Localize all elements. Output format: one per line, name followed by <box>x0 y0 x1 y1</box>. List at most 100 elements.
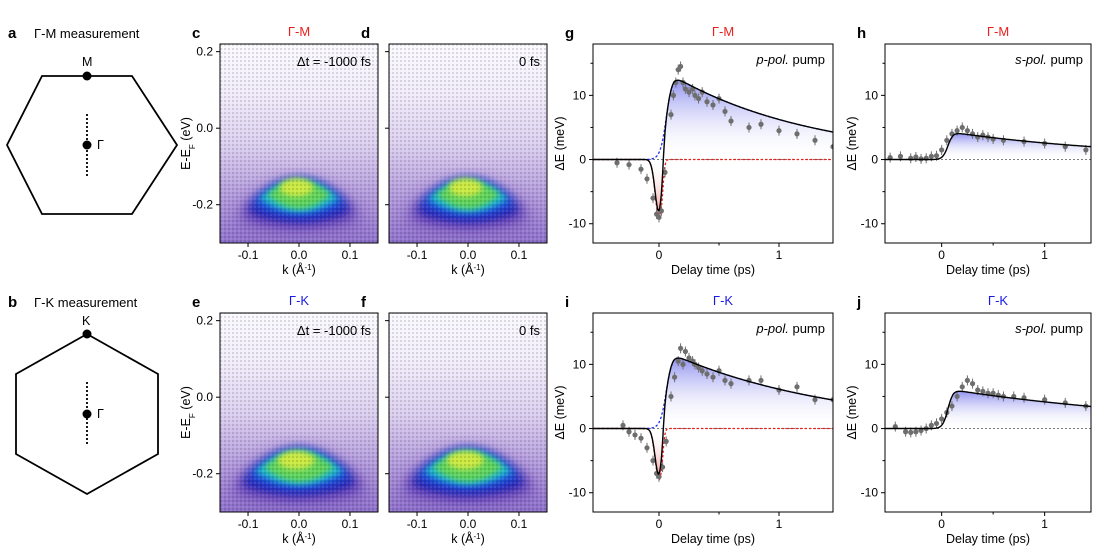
x-tick-label: 0.1 <box>511 248 528 262</box>
data-point <box>933 153 940 159</box>
data-point <box>682 86 689 92</box>
x-label-main: k (Å <box>282 531 305 546</box>
x-label-tail: ) <box>312 532 316 546</box>
data-point <box>990 390 996 396</box>
heatmap-texture <box>389 44 547 243</box>
panel-title: Γ-M <box>987 24 1009 39</box>
data-point <box>650 458 656 464</box>
y-tick-label: -0.2 <box>192 198 213 212</box>
heatmap-texture <box>220 313 378 512</box>
x-label-main: k (Å <box>451 262 474 277</box>
y-tick-label: -10 <box>861 486 879 500</box>
pump-polarization: p-pol. <box>755 52 789 67</box>
pump-label: p-pol. pump <box>755 52 825 67</box>
data-point <box>668 112 674 118</box>
negative-component-curve <box>593 158 833 219</box>
data-point <box>722 108 728 115</box>
heatmap-c <box>220 44 378 243</box>
fit-curve <box>593 357 833 476</box>
x-tick-label: -0.1 <box>238 517 259 531</box>
data-point <box>908 429 914 435</box>
x-tick-label: 0.1 <box>342 248 359 262</box>
vertex-label-k: K <box>82 314 91 328</box>
pump-word: pump <box>789 52 825 67</box>
vertex-label-m: M <box>82 55 92 69</box>
panel-i: 0 1 -10 0 10 Delay time (ps) ΔE (meV) i Γ-K p-pol… <box>553 293 834 546</box>
x-tick-label: 0.0 <box>291 517 308 531</box>
x-tick-label: 0 <box>938 517 945 531</box>
data-point <box>959 124 965 131</box>
x-tick-label: 1 <box>1041 517 1048 531</box>
x-label-sup: -1 <box>473 532 481 541</box>
panel-title: Γ-K <box>988 293 1008 308</box>
data-point <box>959 384 965 390</box>
y-tick-label: 10 <box>865 357 879 371</box>
trace-plot-i <box>593 343 833 482</box>
x-tick-label: 0.1 <box>511 517 528 531</box>
pump-polarization: s-pol. <box>1015 321 1047 336</box>
panel-c: -0.1 0.0 0.1 0.2 0.0 -0.2 E-EF (eV) k (Å-1) c Γ-M… <box>179 24 379 277</box>
data-point <box>728 118 734 124</box>
x-axis-label: Delay time (ps) <box>946 532 1030 546</box>
pump-word: pump <box>789 321 825 336</box>
x-tick-label: 1 <box>776 248 783 262</box>
delay-annotation: Δt = -1000 fs <box>297 54 372 69</box>
data-point <box>897 153 904 159</box>
panel-letter: h <box>857 25 866 42</box>
data-point <box>704 371 710 377</box>
y-axis-label: E-EF (eV) <box>179 117 197 170</box>
data-point <box>830 144 833 150</box>
data-point <box>670 92 677 98</box>
data-point <box>939 416 945 422</box>
x-tick-label: 0.0 <box>460 248 477 262</box>
delay-annotation: Δt = -1000 fs <box>297 323 372 338</box>
panel-letter: j <box>856 294 861 311</box>
data-point <box>678 345 684 351</box>
y-label-sub: F <box>188 413 197 418</box>
heatmap-texture <box>220 44 378 243</box>
y-label-tail: (eV) <box>179 117 193 144</box>
heatmap-texture <box>389 313 547 512</box>
data-point <box>728 381 734 387</box>
data-point <box>704 99 710 105</box>
x-axis-label: k (Å-1) <box>282 531 316 546</box>
data-point <box>928 422 934 428</box>
data-point <box>638 435 644 441</box>
pump-polarization: p-pol. <box>755 321 789 336</box>
data-point <box>626 162 632 168</box>
data-point <box>638 166 644 172</box>
data-point <box>678 63 684 70</box>
x-tick-label: 0 <box>656 517 663 531</box>
data-point <box>644 445 650 451</box>
y-axis-label: ΔE (meV) <box>845 385 859 439</box>
x-tick-label: -0.1 <box>407 517 428 531</box>
data-point <box>686 89 692 95</box>
bz-hexagon-a <box>5 75 179 215</box>
panel-letter: c <box>192 25 200 42</box>
panel-title: Γ-M <box>288 24 310 39</box>
charts-layer: -0.1 0.0 0.10.20.0-0.2E-EF (eV)k (Å-1)c Γ-M… <box>179 24 1092 546</box>
bz-hexagon-b <box>15 332 159 496</box>
negative-component-curve <box>593 427 833 481</box>
data-point <box>680 361 686 367</box>
panel-a: a Γ-M measurement M Γ <box>5 25 179 215</box>
x-axis-label: Delay time (ps) <box>671 263 755 277</box>
data-point <box>975 387 981 393</box>
x-tick-label: 1 <box>1041 248 1048 262</box>
positive-area-fill <box>593 80 833 160</box>
data-point <box>658 208 665 214</box>
data-point <box>969 381 976 387</box>
data-point <box>660 464 666 470</box>
y-tick-label: 0 <box>579 422 586 436</box>
panel-a-letter: a <box>8 25 17 42</box>
panel-letter: f <box>361 294 367 311</box>
y-tick-label: 0 <box>579 153 586 167</box>
data-point <box>964 377 971 384</box>
data-point <box>944 137 950 143</box>
panel-a-caption: Γ-M measurement <box>34 26 140 41</box>
data-point <box>696 364 702 371</box>
data-point <box>954 393 960 400</box>
delay-annotation: 0 fs <box>519 54 540 69</box>
y-axis-label: ΔE (meV) <box>553 116 567 170</box>
